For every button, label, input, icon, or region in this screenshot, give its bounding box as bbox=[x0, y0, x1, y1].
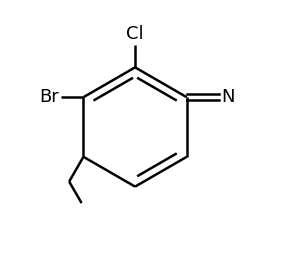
Text: Br: Br bbox=[39, 88, 58, 106]
Text: Cl: Cl bbox=[126, 25, 144, 42]
Text: N: N bbox=[221, 88, 235, 106]
